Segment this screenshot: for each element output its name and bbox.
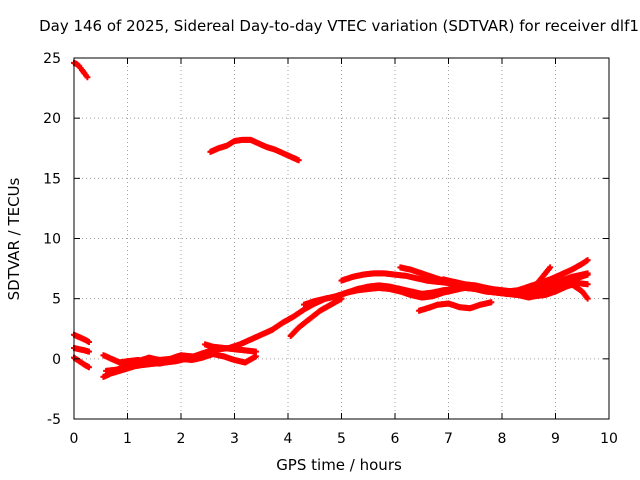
x-tick-label: 8: [498, 431, 507, 447]
x-tick-label: 3: [230, 431, 239, 447]
axis-ticks: 0 1 2 3 4 5 6 7 8 9 10 -5 0 5 10 15 20 25: [43, 51, 618, 447]
data-series-track-e: [71, 354, 92, 371]
data-series-track-a: [71, 59, 91, 81]
data-point: [252, 348, 259, 355]
y-tick-label: 20: [43, 111, 61, 127]
y-tick-label: 0: [52, 352, 61, 368]
x-tick-label: 9: [551, 431, 560, 447]
data-point: [295, 157, 302, 164]
data-series-track-n: [416, 299, 495, 314]
x-tick-label: 5: [337, 431, 346, 447]
x-tick-label: 0: [70, 431, 79, 447]
x-tick-label: 7: [444, 431, 453, 447]
grid-lines: [74, 58, 609, 419]
data-point: [584, 271, 591, 278]
data-series-track-p: [531, 280, 591, 300]
data-point: [85, 348, 92, 355]
data-point: [584, 295, 591, 302]
y-tick-label: 5: [52, 292, 61, 308]
data-point: [85, 338, 92, 345]
data-point: [584, 257, 591, 264]
data-series-track-b: [207, 136, 302, 164]
data-series-track-i: [202, 341, 259, 355]
data-point: [84, 74, 91, 81]
x-tick-label: 2: [177, 431, 186, 447]
data-series: [71, 59, 591, 380]
data-series-track-d: [71, 345, 92, 355]
y-tick-label: -5: [47, 412, 61, 428]
x-tick-label: 1: [123, 431, 132, 447]
data-point: [85, 364, 92, 371]
y-axis-label: SDTVAR / TECUs: [5, 177, 23, 300]
data-point: [188, 353, 195, 360]
data-point: [488, 299, 495, 306]
x-tick-label: 10: [600, 431, 618, 447]
data-series-track-c: [71, 331, 92, 345]
y-tick-label: 25: [43, 51, 61, 67]
data-series-track-h: [103, 352, 195, 374]
data-series-track-j: [287, 295, 345, 339]
x-axis-label: GPS time / hours: [276, 456, 402, 474]
x-tick-label: 4: [284, 431, 293, 447]
data-point: [584, 281, 591, 288]
x-tick-label: 6: [391, 431, 400, 447]
data-point: [547, 264, 554, 271]
y-tick-label: 15: [43, 171, 61, 187]
y-tick-label: 10: [43, 232, 61, 248]
chart-title: Day 146 of 2025, Sidereal Day-to-day VTE…: [39, 17, 639, 35]
